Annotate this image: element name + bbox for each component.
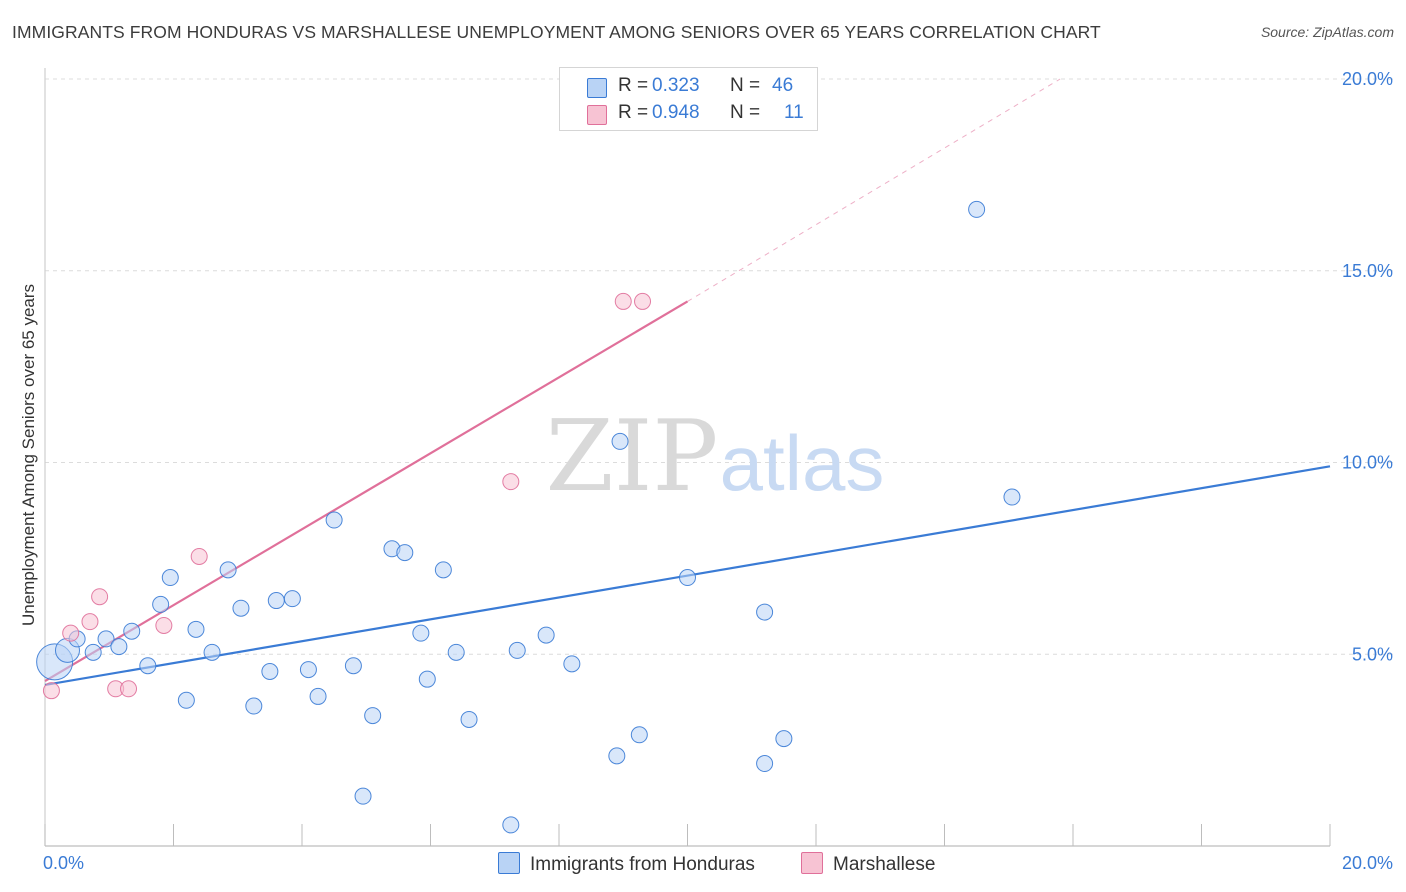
point-honduras [968, 200, 986, 218]
legend-label: Immigrants from Honduras [530, 854, 755, 875]
legend-item-marshallese[interactable]: Marshallese [801, 852, 935, 876]
point-honduras [418, 670, 436, 688]
point-honduras [537, 626, 555, 644]
point-honduras [354, 787, 372, 805]
n-value: 46 [772, 75, 794, 96]
point-honduras [679, 569, 696, 587]
point-honduras [110, 638, 128, 656]
tick-labels: 5.0% 10.0% 15.0% 20.0% 0.0% 20.0% [43, 69, 1393, 873]
point-honduras [460, 710, 478, 728]
y-tick-label: 10.0% [1342, 453, 1393, 473]
watermark: ZIP atlas [546, 400, 885, 514]
point-honduras [563, 655, 581, 673]
point-honduras [611, 432, 629, 450]
watermark-atlas: atlas [720, 419, 885, 507]
point-honduras [434, 561, 452, 579]
r-label: R = [618, 102, 649, 123]
trend-lines [44, 78, 1331, 687]
point-honduras [502, 816, 520, 834]
honduras-swatch [587, 78, 607, 98]
watermark-zip: ZIP [546, 400, 719, 514]
point-honduras [775, 730, 793, 748]
point-honduras [447, 643, 465, 661]
stats-legend-row-honduras: R = 0.323 N = 46 [560, 73, 817, 101]
point-honduras [139, 657, 157, 675]
point-honduras [508, 641, 526, 659]
marshallese-swatch [587, 105, 607, 125]
n-label: N = [730, 102, 761, 123]
point-honduras [232, 599, 250, 617]
trend-line-extension [687, 78, 1061, 302]
point-honduras [177, 691, 195, 709]
point-marshallese [190, 547, 208, 565]
point-honduras [344, 657, 362, 675]
point-honduras [608, 747, 626, 765]
honduras-swatch [498, 852, 520, 874]
point-honduras [123, 622, 141, 640]
r-value: 0.323 [652, 75, 700, 96]
point-marshallese [81, 613, 99, 631]
chart-title: IMMIGRANTS FROM HONDURAS VS MARSHALLESE … [12, 22, 1101, 42]
point-honduras [756, 603, 774, 621]
x-tick-label: 0.0% [43, 853, 84, 873]
gridlines [45, 78, 1395, 655]
point-honduras [396, 544, 414, 562]
point-marshallese [42, 682, 60, 700]
point-marshallese [634, 292, 652, 310]
point-honduras [219, 561, 237, 579]
point-marshallese [614, 292, 632, 310]
n-value: 11 [784, 102, 804, 123]
point-honduras [630, 726, 648, 744]
point-marshallese [502, 473, 520, 491]
point-honduras [267, 592, 285, 610]
point-honduras [152, 595, 170, 613]
point-honduras [1003, 488, 1021, 506]
axes [44, 68, 1331, 847]
point-honduras [245, 697, 263, 715]
point-honduras [261, 663, 279, 681]
trend-line-marshallese [44, 300, 689, 683]
y-tick-label: 20.0% [1342, 69, 1393, 89]
source-label: Source: ZipAtlas.com [1260, 24, 1394, 40]
point-honduras [309, 687, 327, 705]
point-honduras [97, 630, 115, 648]
legend-label: Marshallese [833, 854, 936, 875]
stats-legend: R = 0.323 N = 46 R = 0.948 N = 11 [559, 67, 818, 131]
point-honduras [84, 643, 102, 661]
r-value: 0.948 [652, 102, 700, 123]
point-honduras [283, 590, 301, 608]
stats-legend-row-marshallese: R = 0.948 N = 11 [560, 100, 817, 128]
marshallese-swatch [801, 852, 823, 874]
y-tick-label: 15.0% [1342, 261, 1393, 281]
y-tick-label: 5.0% [1352, 644, 1393, 664]
legend-item-honduras[interactable]: Immigrants from Honduras [498, 852, 755, 876]
point-marshallese [155, 616, 173, 634]
point-honduras [203, 643, 221, 661]
point-honduras [364, 707, 382, 725]
point-honduras [756, 755, 774, 773]
point-marshallese [120, 680, 138, 698]
point-honduras [187, 620, 205, 638]
point-marshallese [91, 588, 109, 606]
point-marshallese [62, 624, 80, 642]
n-label: N = [730, 75, 761, 96]
point-honduras [412, 624, 430, 642]
y-axis-label: Unemployment Among Seniors over 65 years [19, 283, 38, 627]
x-tick-label: 20.0% [1342, 853, 1393, 873]
point-honduras [325, 511, 343, 529]
r-label: R = [618, 75, 649, 96]
point-honduras [161, 569, 179, 587]
point-honduras [299, 661, 317, 679]
